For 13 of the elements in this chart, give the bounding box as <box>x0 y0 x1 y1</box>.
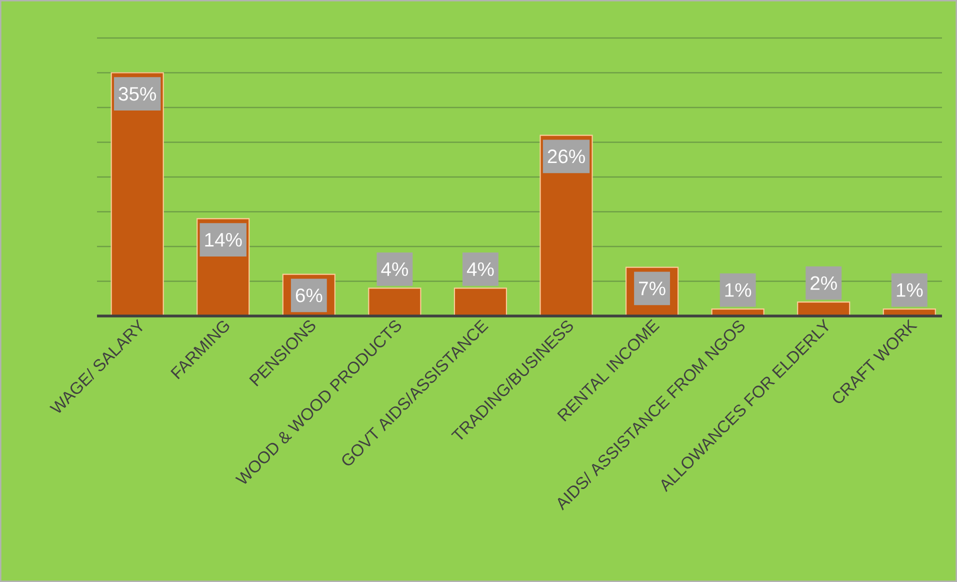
data-label: 7% <box>639 282 666 296</box>
data-label: 1% <box>896 283 923 297</box>
data-label: 14% <box>205 233 242 247</box>
data-label: 4% <box>381 262 408 276</box>
data-label: 6% <box>296 288 322 302</box>
data-label: 1% <box>725 283 752 297</box>
data-label: 2% <box>810 276 837 290</box>
bar <box>110 72 164 317</box>
data-label: 4% <box>466 262 494 276</box>
bar <box>368 288 422 317</box>
bar <box>454 288 508 317</box>
data-label: 26% <box>548 150 585 164</box>
data-label: 35% <box>118 87 156 101</box>
